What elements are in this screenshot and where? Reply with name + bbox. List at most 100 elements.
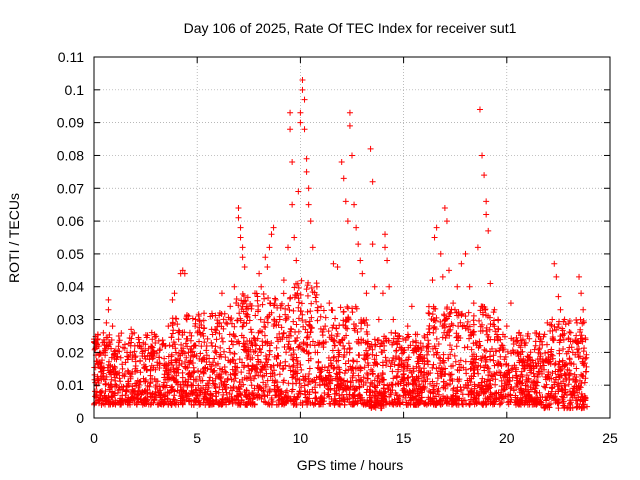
data-point bbox=[560, 345, 567, 352]
data-point bbox=[561, 362, 568, 369]
data-point bbox=[393, 401, 400, 408]
data-point bbox=[212, 349, 219, 356]
data-point bbox=[290, 307, 297, 314]
data-point bbox=[483, 198, 490, 205]
data-point bbox=[456, 395, 463, 402]
data-point bbox=[435, 354, 442, 361]
data-point bbox=[340, 342, 347, 349]
data-point bbox=[103, 334, 110, 341]
data-point bbox=[363, 370, 370, 377]
data-point bbox=[293, 354, 300, 361]
data-point bbox=[105, 296, 112, 303]
data-point bbox=[117, 378, 124, 385]
data-point bbox=[508, 335, 515, 342]
data-point bbox=[173, 379, 180, 386]
data-point bbox=[560, 378, 567, 385]
data-point bbox=[407, 388, 414, 395]
data-point bbox=[148, 362, 155, 369]
data-point bbox=[191, 342, 198, 349]
data-point bbox=[582, 355, 589, 362]
data-point bbox=[331, 391, 338, 398]
y-tick-label: 0.1 bbox=[65, 82, 85, 98]
data-point bbox=[576, 273, 583, 280]
data-point bbox=[578, 290, 585, 297]
data-point bbox=[116, 375, 123, 382]
data-point bbox=[143, 400, 150, 407]
data-point bbox=[555, 399, 562, 406]
data-point bbox=[314, 398, 321, 405]
data-point bbox=[127, 352, 134, 359]
data-point bbox=[206, 361, 213, 368]
data-point bbox=[412, 342, 419, 349]
data-point bbox=[106, 331, 113, 338]
data-point bbox=[451, 306, 458, 313]
data-point bbox=[171, 369, 178, 376]
data-point bbox=[138, 343, 145, 350]
data-point bbox=[282, 317, 289, 324]
data-point bbox=[212, 398, 219, 405]
data-point bbox=[175, 356, 182, 363]
data-point bbox=[218, 335, 225, 342]
data-point bbox=[207, 374, 214, 381]
data-point bbox=[484, 331, 491, 338]
data-point bbox=[458, 311, 465, 318]
data-point bbox=[172, 356, 179, 363]
data-point bbox=[206, 377, 213, 384]
data-point bbox=[239, 244, 246, 251]
data-point bbox=[273, 334, 280, 341]
data-point bbox=[232, 333, 239, 340]
data-point bbox=[217, 344, 224, 351]
data-point bbox=[168, 334, 175, 341]
data-point bbox=[570, 388, 577, 395]
data-point bbox=[395, 362, 402, 369]
data-point bbox=[236, 379, 243, 386]
data-point bbox=[458, 260, 465, 267]
data-point bbox=[429, 378, 436, 385]
data-point bbox=[579, 320, 586, 327]
data-point bbox=[174, 321, 181, 328]
data-point bbox=[188, 349, 195, 356]
x-tick-label: 15 bbox=[396, 430, 412, 446]
data-point bbox=[445, 355, 452, 362]
data-point bbox=[389, 341, 396, 348]
y-tick-label: 0.07 bbox=[57, 180, 84, 196]
data-point bbox=[349, 152, 355, 159]
data-point bbox=[447, 342, 454, 349]
data-point bbox=[322, 323, 329, 330]
data-point bbox=[103, 319, 110, 326]
data-point bbox=[423, 351, 430, 358]
data-point bbox=[266, 401, 273, 408]
data-point bbox=[393, 347, 400, 354]
data-point bbox=[236, 401, 243, 408]
data-point bbox=[356, 391, 363, 398]
data-point bbox=[261, 398, 268, 405]
data-point bbox=[437, 250, 444, 257]
data-point bbox=[235, 214, 242, 221]
data-point bbox=[261, 332, 268, 339]
data-point bbox=[274, 383, 281, 390]
data-point bbox=[131, 348, 138, 355]
data-point bbox=[433, 380, 440, 387]
data-point bbox=[453, 334, 460, 341]
data-point bbox=[420, 383, 427, 390]
data-point bbox=[470, 328, 477, 335]
data-point bbox=[567, 329, 574, 336]
data-point bbox=[389, 387, 396, 394]
data-point bbox=[363, 347, 370, 354]
data-point bbox=[262, 366, 269, 373]
data-point bbox=[497, 400, 504, 407]
data-point bbox=[266, 244, 273, 251]
data-point bbox=[169, 361, 176, 368]
data-point bbox=[178, 341, 185, 348]
data-point bbox=[402, 337, 409, 344]
data-point bbox=[479, 382, 486, 389]
data-point bbox=[429, 311, 436, 318]
data-point bbox=[103, 342, 110, 349]
data-point bbox=[522, 365, 529, 372]
data-point bbox=[417, 340, 424, 347]
data-point bbox=[535, 368, 542, 375]
data-point bbox=[204, 335, 211, 342]
data-point bbox=[551, 323, 558, 330]
data-point bbox=[119, 372, 126, 379]
data-point bbox=[497, 336, 504, 343]
